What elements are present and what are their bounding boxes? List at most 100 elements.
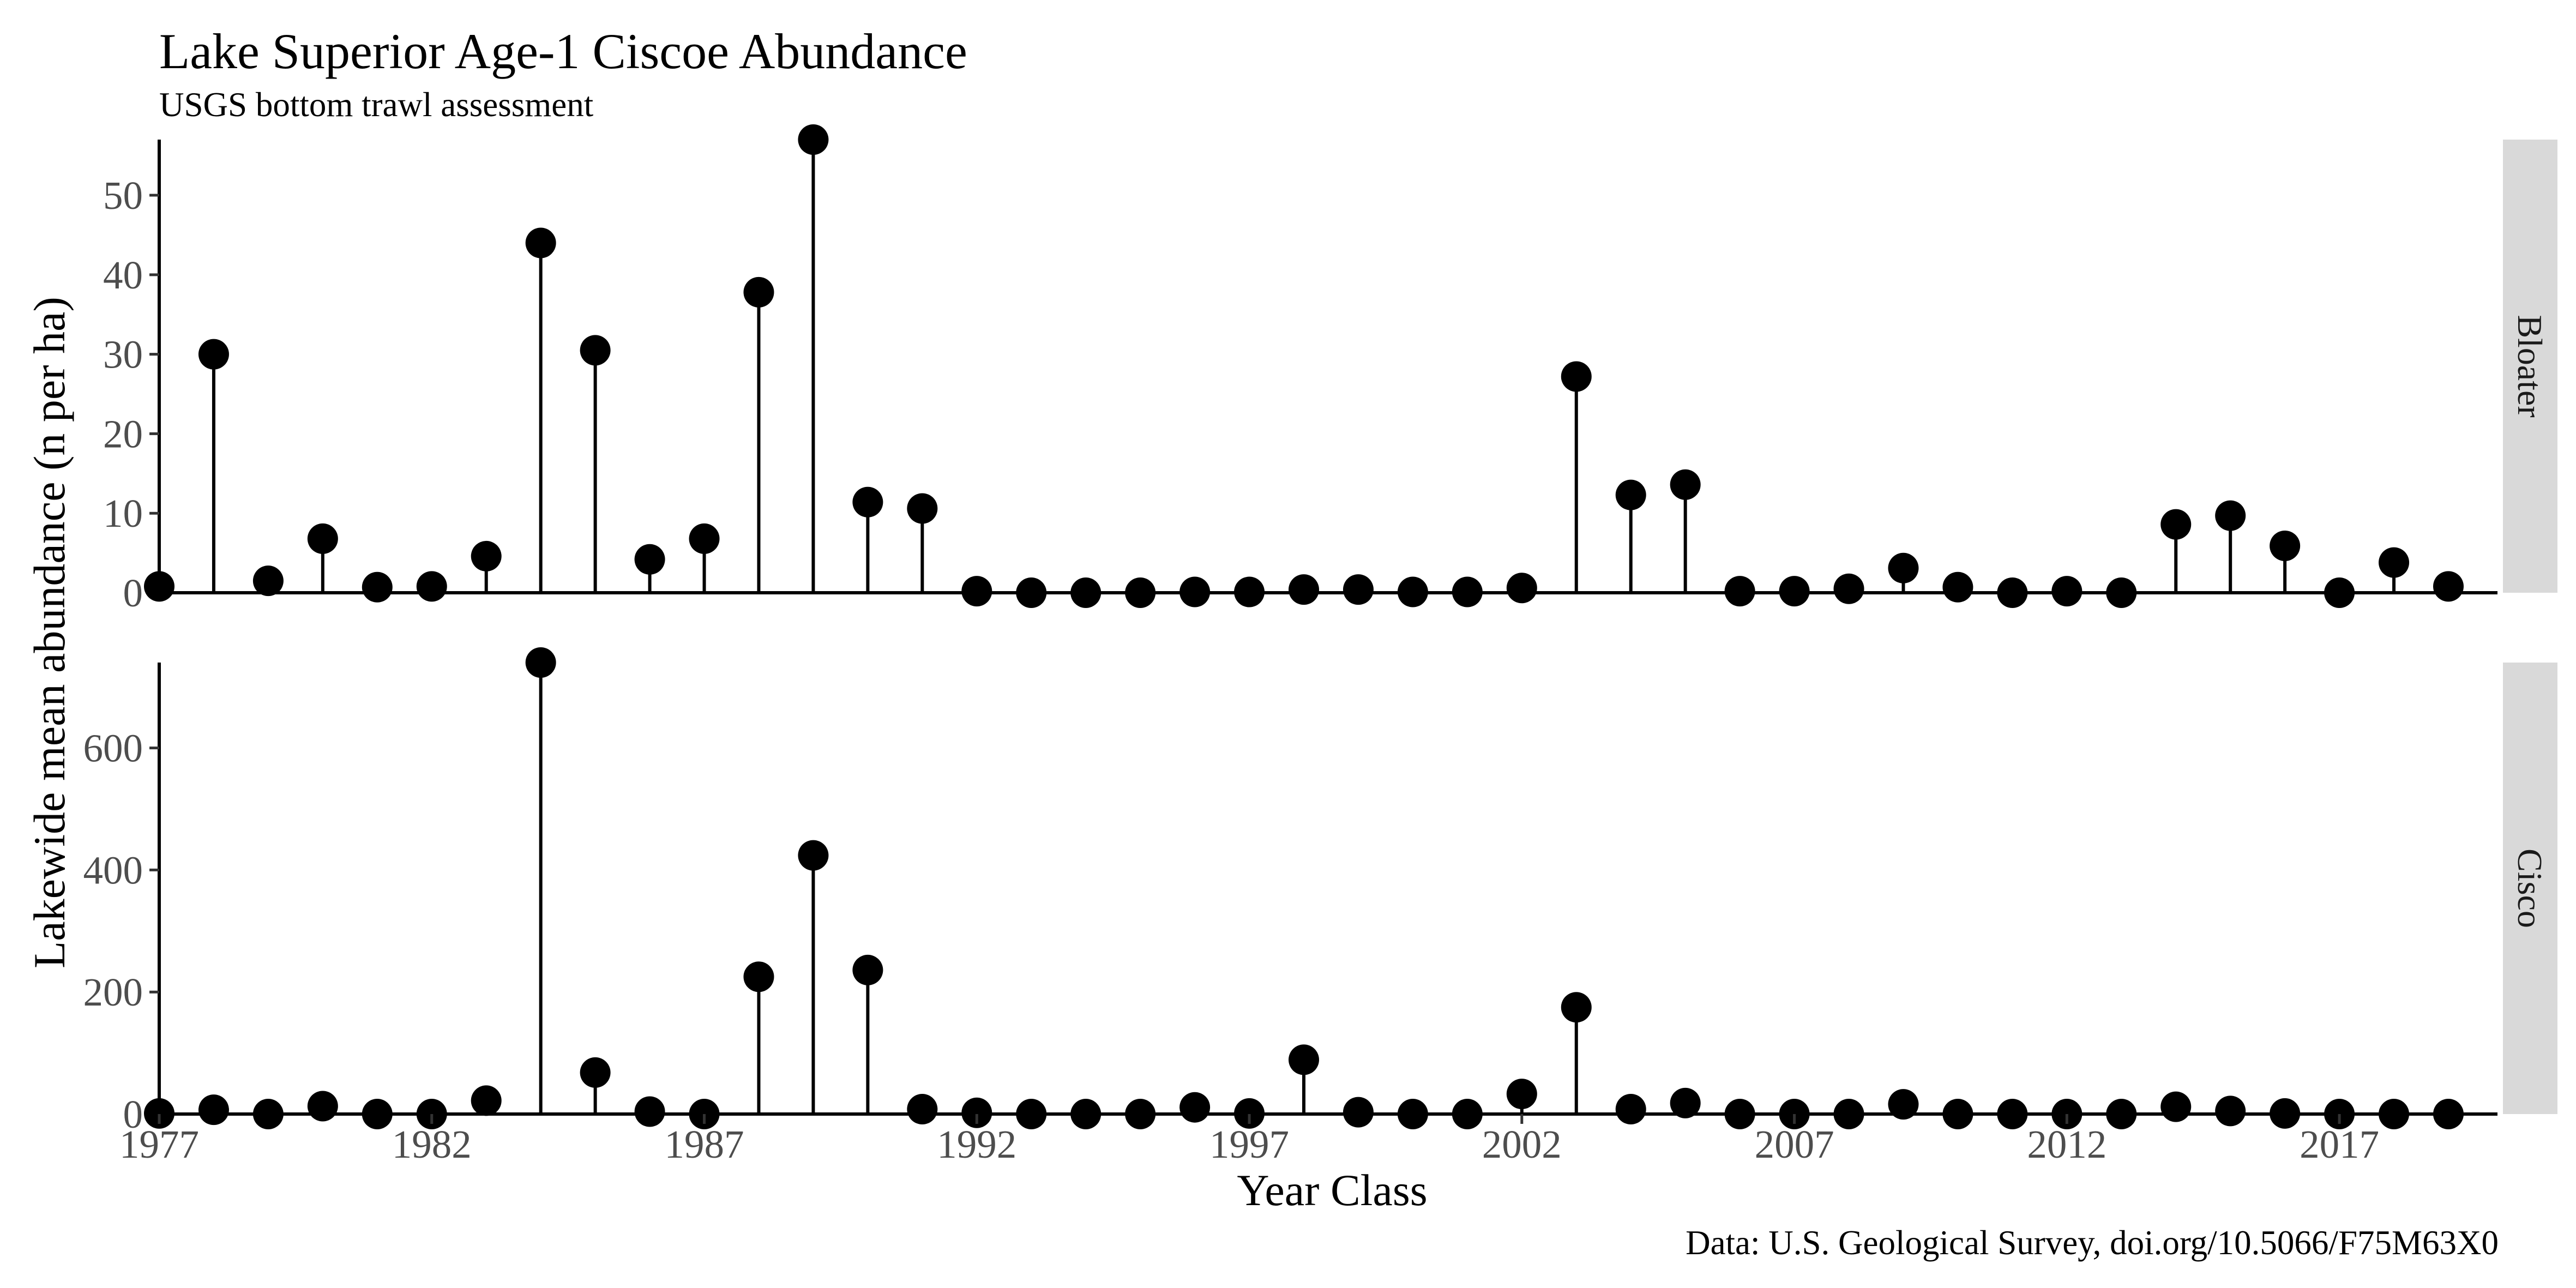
- point-cisco-1991: [907, 1094, 938, 1125]
- chart-subtitle: USGS bottom trawl assessment: [159, 86, 594, 124]
- point-bloater-2016: [2270, 530, 2301, 561]
- point-cisco-2019: [2433, 1099, 2464, 1129]
- point-cisco-2004: [1615, 1094, 1646, 1125]
- x-tick-label: 1992: [937, 1122, 1016, 1166]
- point-bloater-2002: [1506, 573, 1537, 604]
- point-bloater-2014: [2160, 509, 2192, 540]
- point-bloater-2015: [2215, 500, 2246, 531]
- x-tick-label: 1997: [1209, 1122, 1289, 1166]
- point-cisco-2016: [2270, 1098, 2301, 1129]
- point-bloater-1982: [416, 571, 447, 602]
- point-cisco-1980: [307, 1091, 338, 1122]
- point-bloater-1980: [307, 523, 338, 554]
- point-cisco-2001: [1452, 1099, 1483, 1129]
- point-bloater-2013: [2106, 577, 2137, 608]
- y-tick-label-bloater: 30: [103, 333, 143, 377]
- point-bloater-1986: [634, 544, 665, 575]
- point-bloater-1995: [1125, 577, 1156, 608]
- point-bloater-2004: [1615, 479, 1646, 510]
- point-cisco-1999: [1343, 1097, 1374, 1128]
- point-bloater-2003: [1561, 361, 1592, 392]
- y-tick-label-bloater: 40: [103, 253, 143, 297]
- point-cisco-1985: [580, 1057, 611, 1088]
- x-tick-label: 2017: [2300, 1122, 2379, 1166]
- point-cisco-2018: [2379, 1099, 2410, 1129]
- point-bloater-1977: [144, 571, 174, 602]
- point-bloater-1992: [961, 576, 992, 607]
- x-tick-label: 2002: [1482, 1122, 1562, 1166]
- point-cisco-1978: [198, 1094, 229, 1126]
- x-tick-label: 2007: [1755, 1122, 1834, 1166]
- y-tick-label-bloater: 50: [103, 173, 143, 218]
- point-bloater-1997: [1234, 576, 1265, 607]
- point-cisco-1992: [961, 1097, 992, 1128]
- point-bloater-1988: [743, 276, 774, 308]
- point-cisco-1989: [798, 840, 829, 871]
- x-tick-label: 1982: [392, 1122, 472, 1166]
- point-bloater-2006: [1724, 576, 1755, 607]
- point-cisco-2008: [1833, 1099, 1864, 1129]
- y-axis-title: Lakewide mean abundance (n per ha): [25, 297, 74, 968]
- point-bloater-1985: [580, 335, 611, 366]
- point-cisco-1983: [471, 1085, 502, 1116]
- x-tick-label: 1987: [665, 1122, 744, 1166]
- point-cisco-1986: [634, 1096, 665, 1127]
- point-bloater-2001: [1452, 576, 1483, 607]
- point-cisco-2006: [1724, 1099, 1755, 1129]
- point-cisco-1988: [743, 961, 774, 992]
- point-cisco-2013: [2106, 1099, 2137, 1129]
- point-bloater-2008: [1833, 573, 1864, 604]
- point-bloater-1984: [525, 227, 556, 258]
- point-bloater-2007: [1779, 576, 1810, 607]
- point-cisco-1984: [525, 647, 556, 678]
- point-bloater-1981: [362, 571, 393, 603]
- point-bloater-2000: [1397, 576, 1428, 607]
- facet-strip-bloater: [2503, 140, 2557, 593]
- y-tick-label-cisco: 400: [83, 848, 143, 892]
- point-cisco-1981: [362, 1099, 393, 1129]
- point-bloater-2012: [2051, 576, 2083, 607]
- y-tick-label-bloater: 10: [103, 491, 143, 535]
- x-tick-label: 2012: [2027, 1122, 2106, 1166]
- point-bloater-1991: [907, 493, 938, 524]
- x-axis-title: Year Class: [1237, 1165, 1427, 1215]
- point-cisco-2002: [1506, 1079, 1537, 1110]
- y-tick-label-cisco: 600: [83, 726, 143, 771]
- point-bloater-1990: [852, 486, 883, 517]
- point-bloater-2011: [1997, 577, 2028, 608]
- chart-title: Lake Superior Age-1 Ciscoe Abundance: [159, 23, 967, 79]
- y-tick-label-bloater: 20: [103, 412, 143, 456]
- point-bloater-1989: [798, 124, 829, 155]
- point-bloater-2018: [2379, 547, 2410, 578]
- point-cisco-1993: [1016, 1099, 1047, 1129]
- point-cisco-1990: [852, 954, 883, 985]
- point-cisco-1994: [1070, 1099, 1102, 1129]
- point-cisco-1998: [1289, 1044, 1319, 1075]
- point-bloater-1996: [1179, 576, 1211, 607]
- y-tick-label-cisco: 200: [83, 970, 143, 1014]
- point-bloater-1987: [689, 523, 720, 554]
- point-bloater-1983: [471, 540, 502, 571]
- point-bloater-1994: [1070, 577, 1102, 608]
- point-bloater-2009: [1888, 552, 1919, 583]
- point-cisco-2003: [1561, 992, 1592, 1023]
- point-cisco-1995: [1125, 1099, 1156, 1129]
- point-cisco-1996: [1179, 1092, 1211, 1123]
- x-tick-label: 1977: [119, 1122, 199, 1166]
- point-bloater-2010: [1942, 571, 1973, 603]
- point-bloater-2017: [2324, 577, 2355, 608]
- point-cisco-2000: [1397, 1099, 1428, 1129]
- facet-strip-label-cisco: Cisco: [2511, 848, 2549, 928]
- facet-strip-label-bloater: Bloater: [2511, 315, 2549, 417]
- point-cisco-2005: [1670, 1087, 1701, 1118]
- point-cisco-2015: [2215, 1096, 2246, 1127]
- point-bloater-1978: [198, 339, 229, 370]
- point-bloater-2005: [1670, 469, 1701, 500]
- point-bloater-1998: [1289, 574, 1319, 605]
- y-tick-label-bloater: 0: [123, 571, 143, 615]
- point-cisco-1977: [144, 1098, 174, 1129]
- point-cisco-1979: [252, 1099, 284, 1129]
- point-cisco-1997: [1234, 1098, 1265, 1129]
- data-source-caption: Data: U.S. Geological Survey, doi.org/10…: [1686, 1224, 2499, 1262]
